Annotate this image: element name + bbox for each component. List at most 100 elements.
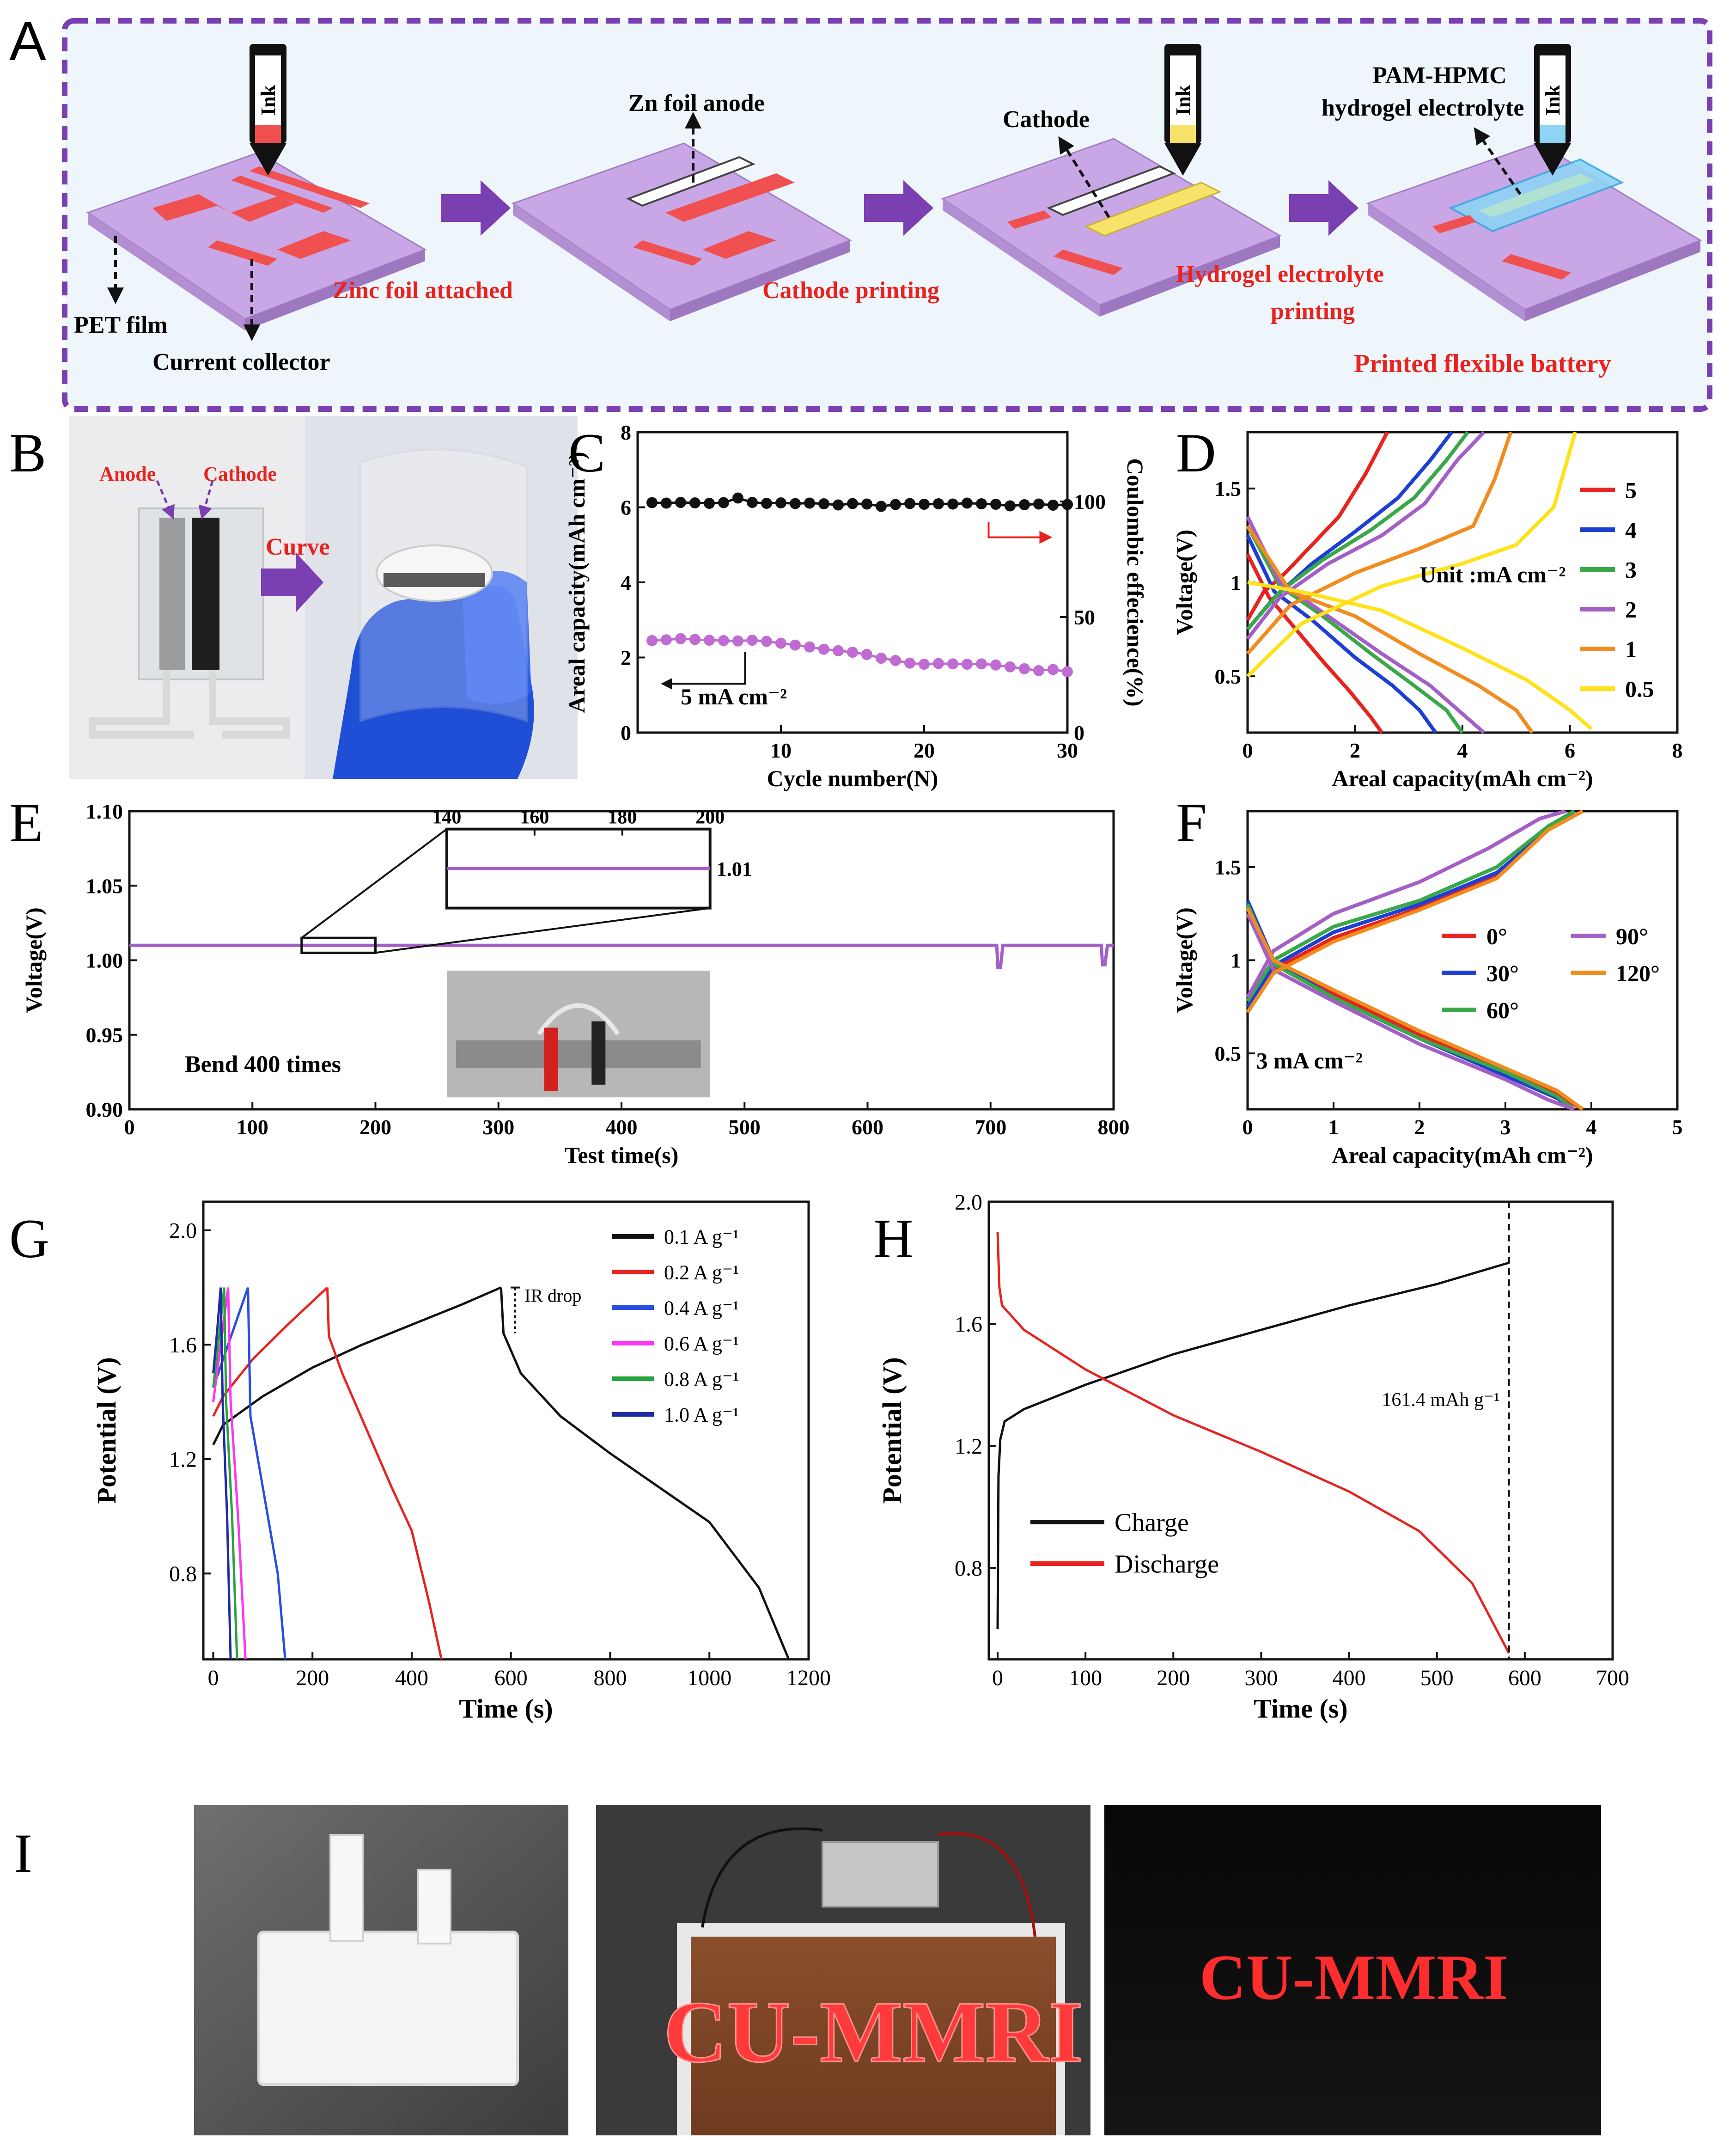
charge-curve-5: [1246, 431, 1577, 678]
y-axis-label: Potential (V): [877, 1357, 907, 1504]
legend-label: 120°: [1616, 960, 1660, 986]
flow-arrow-1: [441, 180, 511, 236]
data-point: [1062, 666, 1073, 678]
charge-curve-0: [1246, 431, 1389, 621]
x-tick-label: 600: [852, 1115, 883, 1139]
data-point: [675, 497, 686, 508]
y-right-tick-label: 50: [1074, 605, 1095, 629]
y-tick-label: 0.8: [955, 1556, 982, 1581]
panel-letter-e: E: [9, 792, 43, 853]
charge-curve-3: [1246, 431, 1486, 640]
x-tick-label: 600: [1508, 1666, 1541, 1690]
data-point: [904, 498, 915, 509]
panel-letter-b: B: [9, 422, 46, 483]
data-point: [890, 655, 901, 666]
ink-label-3: Ink: [1541, 85, 1564, 116]
legend-label: 0.2 A g⁻¹: [664, 1261, 739, 1284]
label-anode: Anode: [99, 463, 156, 485]
x-axis-label: Cycle number(N): [767, 765, 938, 791]
x-tick-label: 2: [1350, 739, 1360, 762]
data-point: [947, 498, 958, 510]
x-tick-label: 800: [1098, 1115, 1130, 1139]
plot-frame: [987, 1200, 1614, 1661]
led-text-dark: CU-MMRI: [1200, 1942, 1509, 2013]
x-tick-label: 700: [1596, 1666, 1629, 1690]
chart-e: E 0 100 200 300 400 500 600 700 800 0.90 0.95 1.00 1.…: [9, 792, 1130, 1168]
charge-curve-0: [212, 1286, 502, 1446]
y-tick-label: 4: [621, 571, 631, 594]
discharge-curve-2: [1246, 525, 1464, 734]
label-pet-film: PET film: [74, 312, 168, 338]
data-point: [904, 657, 915, 669]
x-tick-label: 1000: [687, 1666, 731, 1690]
x-tick-label: 200: [1157, 1666, 1190, 1690]
curve-discharge: [996, 1232, 1510, 1654]
label-current-collector: Current collector: [152, 349, 330, 375]
data-point: [847, 498, 858, 509]
y-tick-label: 0.8: [169, 1562, 197, 1586]
y-tick-label: 1.05: [86, 874, 123, 898]
chart-g: G 0 200 400 600 800 1000 1200 0.8 1.2 1.6 2.0 Time (…: [9, 1200, 831, 1724]
panel-letter-d: D: [1176, 422, 1216, 483]
flow-arrow-2: [864, 180, 933, 236]
legend-label: 2: [1625, 597, 1637, 623]
discharge-curve-4: [223, 1287, 238, 1660]
legend-label: 0.8 A g⁻¹: [664, 1368, 739, 1390]
data-point: [790, 498, 801, 509]
data-point: [919, 659, 930, 670]
label-cathode-printing: Cathode printing: [762, 277, 939, 304]
legend-label: 60°: [1486, 997, 1519, 1023]
discharge-curve-1: [1246, 534, 1438, 734]
discharge-curve-3: [1246, 516, 1486, 734]
y-tick-label: 0.95: [86, 1023, 123, 1047]
charge-curve-4: [1246, 431, 1513, 655]
data-point: [1048, 664, 1059, 675]
data-point: [933, 498, 944, 509]
data-point: [790, 639, 801, 651]
data-point: [747, 635, 758, 646]
annotation: IR drop: [524, 1285, 581, 1306]
y-tick-label: 0.5: [1215, 1042, 1242, 1065]
data-point: [876, 653, 887, 664]
x-tick-label: 200: [296, 1666, 329, 1690]
legend-label: 0.5: [1625, 676, 1654, 702]
data-point: [732, 492, 743, 504]
label-electrolyte-1: PAM-HPMC: [1372, 62, 1507, 89]
x-tick-label: 0: [1243, 739, 1253, 762]
inset-x-tick-label: 160: [520, 807, 549, 828]
right-axis-arrow: [987, 522, 1053, 544]
y-tick-label: 1.5: [1215, 477, 1242, 501]
data-point: [1033, 498, 1044, 510]
data-point: [962, 497, 973, 509]
data-point: [661, 634, 672, 646]
legend-label: Discharge: [1115, 1550, 1219, 1579]
annotation: 3 mA cm⁻²: [1256, 1047, 1363, 1073]
ink-label-2: Ink: [1172, 85, 1194, 116]
data-point: [847, 647, 858, 658]
legend-label: 90°: [1616, 923, 1648, 949]
y-tick-label: 1.2: [169, 1448, 197, 1472]
y-axis-label: Voltage(V): [21, 907, 47, 1013]
step-3-substrate: Ink Cathode Hydrogel electrolyte printin…: [941, 44, 1384, 324]
x-axis-label: Time (s): [459, 1694, 553, 1724]
data-point: [761, 498, 772, 509]
charge-curve-2: [212, 1287, 249, 1388]
y-tick-label: 2.0: [169, 1219, 197, 1243]
y-axis-label: Voltage(V): [1171, 907, 1197, 1013]
data-point: [818, 643, 829, 655]
y-right-tick-label: 0: [1074, 721, 1084, 745]
chart-d: D 0 2 4 6 8 0.5 1 1.5 Areal capacity(mAh cm⁻²) Vol…: [1171, 422, 1683, 791]
discharge-curve-1: [326, 1287, 443, 1660]
x-tick-label: 500: [729, 1115, 761, 1139]
x-axis-label: Areal capacity(mAh cm⁻²): [1332, 1142, 1593, 1168]
data-point: [704, 635, 715, 646]
discharge-curve-0: [499, 1287, 790, 1660]
x-tick-label: 400: [1333, 1666, 1366, 1690]
black-clip: [591, 1021, 606, 1085]
discharge-curve-2: [247, 1287, 286, 1660]
anode-strip: [159, 518, 185, 670]
legend-label: 30°: [1486, 960, 1519, 986]
data-point: [962, 659, 973, 670]
data-point: [861, 498, 872, 510]
